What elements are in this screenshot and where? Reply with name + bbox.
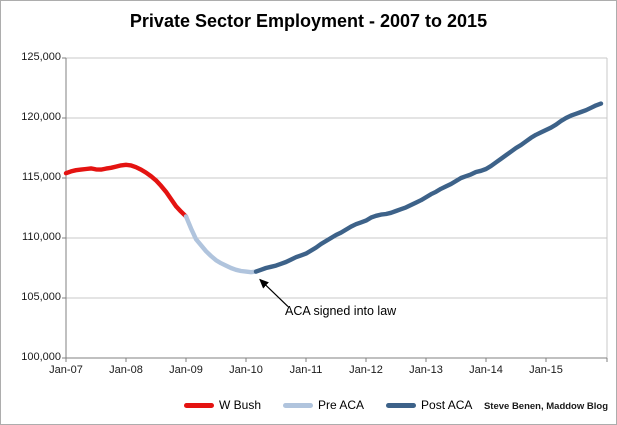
legend-swatch: [386, 402, 417, 408]
legend-label: Pre ACA: [318, 398, 365, 412]
legend-item-pre-aca: Pre ACA: [283, 398, 364, 412]
credit-text: Steve Benen, Maddow Blog: [483, 401, 608, 412]
legend-swatch: [283, 402, 314, 408]
x-tick-label: Jan-08: [109, 364, 143, 376]
series-w-bush: [63, 162, 189, 219]
series-pre-aca: [183, 214, 259, 275]
data-series: [63, 101, 604, 275]
chart-title: Private Sector Employment - 2007 to 2015: [129, 11, 488, 31]
x-tick-label: Jan-12: [349, 364, 383, 376]
legend-item-post-aca: Post ACA: [386, 398, 472, 412]
axes: [62, 57, 608, 362]
y-tick-label: 110,000: [22, 231, 61, 243]
annotation-arrow: [259, 278, 289, 308]
x-tick-label: Jan-09: [169, 364, 203, 376]
x-tick-label: Jan-10: [229, 364, 263, 376]
x-tick-label: Jan-07: [49, 364, 83, 376]
x-tick-label: Jan-15: [529, 364, 563, 376]
y-tick-label: 120,000: [21, 111, 61, 123]
x-tick-label: Jan-13: [409, 364, 443, 376]
y-tick-label: 125,000: [21, 51, 61, 63]
legend-item-w-bush: W Bush: [184, 398, 261, 412]
y-tick-label: 100,000: [21, 351, 61, 363]
series-post-aca: [253, 101, 604, 274]
legend-label: W Bush: [219, 398, 262, 412]
legend: W Bush Pre ACA Post ACA: [184, 398, 472, 412]
legend-label: Post ACA: [421, 398, 473, 412]
aca-annotation-label: ACA signed into law: [285, 304, 397, 318]
y-tick-label: 115,000: [22, 171, 61, 183]
x-tick-label: Jan-11: [289, 364, 323, 376]
y-tick-label: 105,000: [21, 291, 61, 303]
gridlines: [66, 57, 608, 358]
legend-swatch: [184, 402, 214, 408]
x-tick-label: Jan-14: [469, 364, 503, 376]
